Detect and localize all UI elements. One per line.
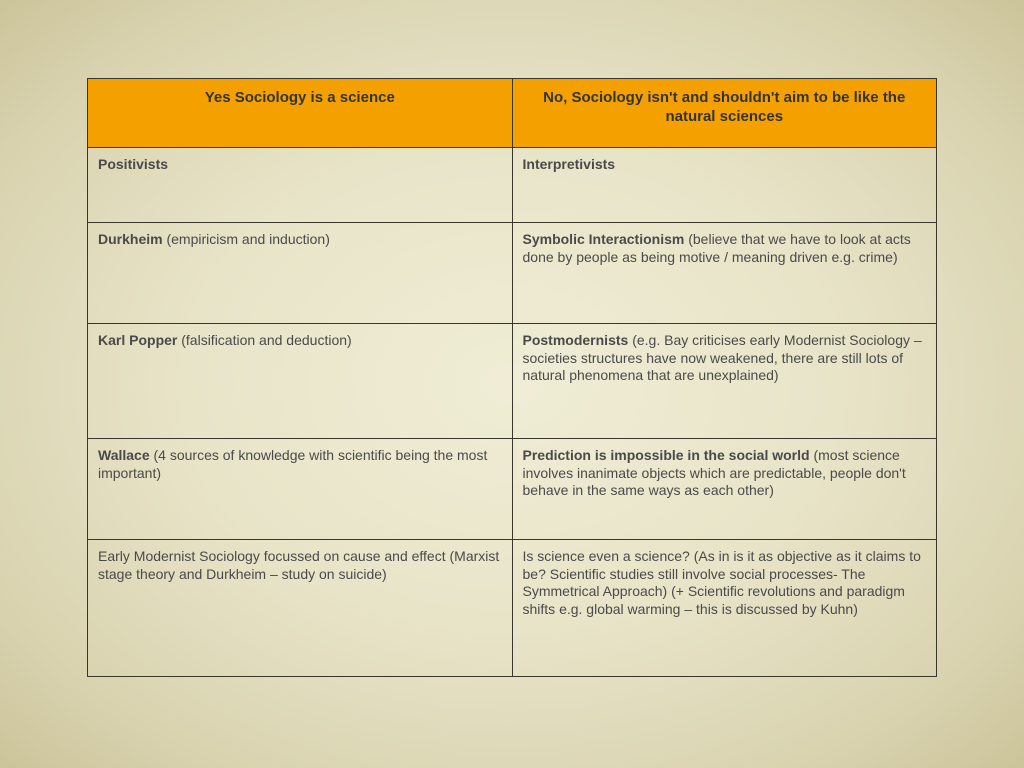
cell-bold: Interpretivists — [523, 156, 616, 172]
cell-yes-5: Early Modernist Sociology focussed on ca… — [88, 540, 513, 677]
column-header-no: No, Sociology isn't and shouldn't aim to… — [512, 79, 937, 148]
cell-rest: Is science even a science? (As in is it … — [523, 548, 921, 617]
cell-rest: Early Modernist Sociology focussed on ca… — [98, 548, 499, 582]
cell-no-4: Prediction is impossible in the social w… — [512, 439, 937, 540]
cell-bold: Postmodernists — [523, 332, 629, 348]
cell-bold: Symbolic Interactionism — [523, 231, 685, 247]
table-header-row: Yes Sociology is a science No, Sociology… — [88, 79, 937, 148]
column-header-yes: Yes Sociology is a science — [88, 79, 513, 148]
cell-no-1: Interpretivists — [512, 148, 937, 223]
table-row: Early Modernist Sociology focussed on ca… — [88, 540, 937, 677]
cell-bold: Positivists — [98, 156, 168, 172]
cell-bold: Durkheim — [98, 231, 163, 247]
cell-rest: (4 sources of knowledge with scientific … — [98, 447, 487, 481]
cell-rest: (empiricism and induction) — [163, 231, 330, 247]
cell-bold: Prediction is impossible in the social w… — [523, 447, 810, 463]
cell-no-5: Is science even a science? (As in is it … — [512, 540, 937, 677]
cell-yes-2: Durkheim (empiricism and induction) — [88, 223, 513, 324]
cell-bold: Karl Popper — [98, 332, 177, 348]
cell-rest: (falsification and deduction) — [177, 332, 351, 348]
cell-yes-1: Positivists — [88, 148, 513, 223]
cell-bold: Wallace — [98, 447, 150, 463]
cell-yes-3: Karl Popper (falsification and deduction… — [88, 324, 513, 439]
cell-no-2: Symbolic Interactionism (believe that we… — [512, 223, 937, 324]
cell-no-3: Postmodernists (e.g. Bay criticises earl… — [512, 324, 937, 439]
table-row: Durkheim (empiricism and induction) Symb… — [88, 223, 937, 324]
cell-yes-4: Wallace (4 sources of knowledge with sci… — [88, 439, 513, 540]
table-row: Karl Popper (falsification and deduction… — [88, 324, 937, 439]
comparison-table-container: Yes Sociology is a science No, Sociology… — [87, 78, 937, 677]
table-row: Positivists Interpretivists — [88, 148, 937, 223]
comparison-table: Yes Sociology is a science No, Sociology… — [87, 78, 937, 677]
table-row: Wallace (4 sources of knowledge with sci… — [88, 439, 937, 540]
